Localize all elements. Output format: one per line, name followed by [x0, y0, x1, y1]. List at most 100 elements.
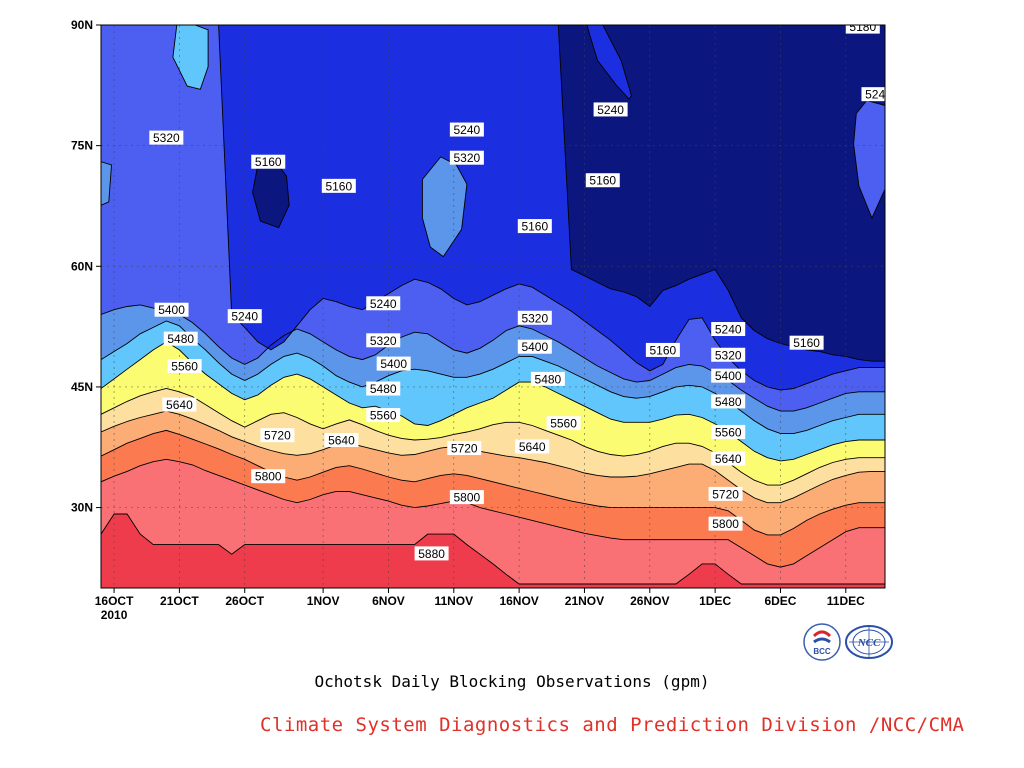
- contour-5560: [101, 388, 885, 486]
- bcc-logo-text: BCC: [813, 647, 831, 656]
- contour-label-text: 5240: [715, 323, 742, 337]
- y-tick-label-30N: 30N: [71, 501, 93, 515]
- contour-label-text: 5160: [521, 220, 548, 234]
- contour-label-bg: [645, 342, 680, 357]
- ncc-logo-text: NCC: [857, 637, 881, 649]
- contour-label-text: 5180: [849, 20, 876, 34]
- x-tick-label-6DEC: 6DEC: [764, 594, 796, 608]
- plot-frame: [100, 24, 886, 589]
- contour-label-text: 5560: [171, 360, 198, 374]
- contour-label-bg: [708, 486, 743, 501]
- contour-5880: [101, 513, 885, 585]
- contour-label-bg: [321, 178, 356, 193]
- contour-label-bg: [711, 424, 746, 439]
- contour-label-5480: 5480: [366, 381, 401, 396]
- y-tick-label-90N: 90N: [71, 18, 93, 32]
- contour-label-bg: [515, 439, 550, 454]
- chart-title: Ochotsk Daily Blocking Observations (gpm…: [314, 672, 710, 691]
- contour-fills: [101, 25, 885, 588]
- x-tick-label-16NOV: 16NOV: [499, 594, 538, 608]
- contour-label-text: 5320: [715, 348, 742, 362]
- x-tick-sublabel: 2010: [101, 608, 128, 622]
- contour-label-5320: 5320: [366, 333, 401, 348]
- contour-label-bg: [154, 302, 189, 317]
- contour-label-5800: 5800: [708, 516, 743, 531]
- contour-label-bg: [449, 490, 484, 505]
- contour-label-5560: 5560: [167, 359, 202, 374]
- contour-labels: 5320 5160 5160 5240 5320 5240 5160 5180 5240 5160…: [149, 20, 885, 561]
- x-tick-label-1NOV: 1NOV: [307, 594, 340, 608]
- contour-label-text: 5480: [535, 372, 562, 386]
- contour-label-bg: [251, 469, 286, 484]
- contour-label-text: 5240: [231, 310, 258, 324]
- contour-label-bg: [593, 102, 628, 117]
- contour-label-5640: 5640: [162, 397, 197, 412]
- y-tick-label-45N: 45N: [71, 380, 93, 394]
- contour-label-5320: 5320: [517, 310, 552, 325]
- contour-label-5400: 5400: [517, 339, 552, 354]
- contour-label-text: 5320: [521, 311, 548, 325]
- contour-label-5560: 5560: [546, 416, 581, 431]
- contour-label-5160: 5160: [645, 342, 680, 357]
- x-tick-label-11DEC: 11DEC: [827, 594, 865, 608]
- contour-label-bg: [167, 359, 202, 374]
- x-tick-label-11NOV: 11NOV: [434, 594, 473, 608]
- contour-blob-2: [252, 154, 290, 229]
- ncc-logo: NCC: [845, 625, 893, 659]
- contour-label-bg: [711, 394, 746, 409]
- blocking-contour-chart: 5320 5160 5160 5240 5320 5240 5160 5180 5240 5160…: [71, 18, 886, 622]
- contour-label-text: 5720: [264, 429, 291, 443]
- contour-label-text: 5320: [454, 151, 481, 165]
- contour-label-text: 5560: [370, 409, 397, 423]
- contour-label-5160: 5160: [517, 219, 552, 234]
- contour-label-bg: [711, 451, 746, 466]
- contour-label-text: 5640: [328, 434, 355, 448]
- contour-label-5240: 5240: [449, 122, 484, 137]
- contour-label-5320: 5320: [449, 150, 484, 165]
- x-tick-label-21NOV: 21NOV: [565, 594, 604, 608]
- contour-label-text: 5880: [418, 547, 445, 561]
- contour-label-text: 5640: [715, 452, 742, 466]
- contour-label-bg: [711, 322, 746, 337]
- contour-label-5880: 5880: [414, 546, 449, 561]
- contour-label-bg: [449, 122, 484, 137]
- contour-label-bg: [711, 368, 746, 383]
- contour-label-text: 5480: [370, 382, 397, 396]
- contour-label-bg: [414, 546, 449, 561]
- contour-label-text: 5800: [255, 470, 282, 484]
- contour-label-bg: [366, 408, 401, 423]
- contour-label-5720: 5720: [447, 441, 482, 456]
- contour-label-text: 5240: [597, 103, 624, 117]
- contour-5160: [101, 25, 885, 362]
- y-axis-ticks: 30N 45N 60N 75N 90N: [71, 18, 101, 515]
- contour-label-bg: [517, 219, 552, 234]
- contour-5400: [101, 320, 885, 435]
- contour-5800: [101, 458, 885, 568]
- x-tick-label-16OCT: 16OCT: [95, 594, 134, 608]
- contour-label-text: 5240: [454, 123, 481, 137]
- contour-label-bg: [366, 296, 401, 311]
- contour-label-5640: 5640: [515, 439, 550, 454]
- contour-blob-1: [101, 161, 112, 206]
- contour-label-5640: 5640: [324, 433, 359, 448]
- contour-label-bg: [227, 309, 262, 324]
- contour-label-text: 5640: [519, 440, 546, 454]
- contour-label-bg: [366, 381, 401, 396]
- contour-label-text: 5560: [550, 417, 577, 431]
- contour-label-bg: [517, 339, 552, 354]
- contour-label-text: 5800: [454, 491, 481, 505]
- contour-label-5240: 5240: [711, 322, 746, 337]
- contour-label-bg: [845, 25, 880, 34]
- contour-label-bg: [324, 433, 359, 448]
- contour-blobs: [101, 25, 885, 258]
- band-5160: [101, 25, 885, 362]
- contour-5320: [101, 304, 885, 412]
- contour-label-5400: 5400: [711, 368, 746, 383]
- contour-label-text: 5400: [158, 303, 185, 317]
- contour-label-text: 5800: [712, 517, 739, 531]
- contour-label-5320: 5320: [711, 347, 746, 362]
- contour-label-bg: [708, 516, 743, 531]
- contour-label-5240: 5240: [227, 309, 262, 324]
- contour-label-bg: [366, 333, 401, 348]
- contour-label-text: 5720: [712, 487, 739, 501]
